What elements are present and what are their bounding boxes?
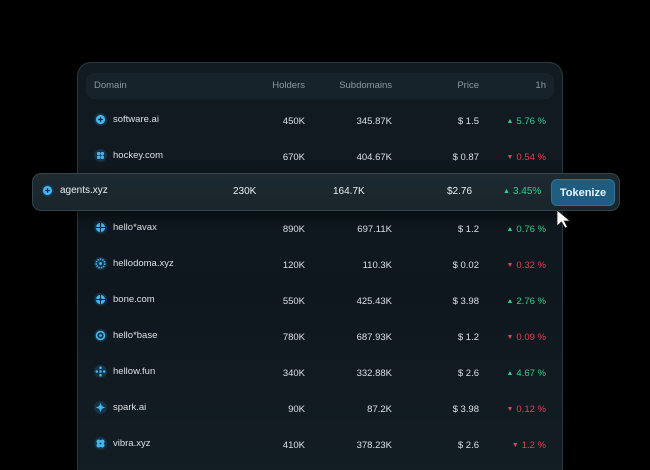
change-1h-cell: ▼ 0.54 % (506, 152, 546, 163)
change-1h-cell: ▼ 1.2 % (511, 440, 546, 451)
domain-cell: hello*base (94, 329, 157, 342)
holders-cell: 90K (288, 404, 305, 415)
holders-cell: 550K (282, 296, 305, 307)
price-cell: $ 1.2 (457, 224, 479, 235)
domain-name[interactable]: hellow.fun (113, 366, 156, 377)
table-row[interactable]: hello*avax 890K 697.11K $ 1.2 ▲ 0.76 % (86, 217, 554, 243)
price-cell: $ 0.87 (452, 152, 479, 163)
price-cell: $ 3.98 (452, 404, 479, 415)
subdomains-cell: 687.93K (356, 332, 392, 343)
dots-cluster-icon (94, 149, 107, 162)
subdomains-cell: 332.88K (356, 368, 392, 379)
domain-name[interactable]: spark.ai (113, 402, 147, 413)
column-header-1h[interactable]: 1h (535, 80, 546, 91)
plus-circle-icon (94, 113, 107, 126)
change-1h-cell: ▲ 0.76 % (506, 224, 546, 235)
trend-down-icon: ▼ (506, 154, 514, 161)
trend-down-icon: ▼ (511, 442, 519, 449)
mouse-cursor-icon (556, 209, 572, 229)
table-row[interactable]: spark.ai 90K 87.2K $ 3.98 ▼ 0.12 % (86, 397, 554, 423)
price-cell: $ 3.98 (452, 296, 479, 307)
change-1h-cell: ▼ 0.32 % (506, 260, 546, 271)
domain-cell: hockey.com (94, 149, 163, 162)
change-1h-cell: ▲ 2.76 % (506, 296, 546, 307)
aperture-icon (94, 293, 107, 306)
trend-down-icon: ▼ (506, 262, 514, 269)
change-1h-cell: ▼ 0.12 % (506, 404, 546, 415)
price-cell: $ 0.02 (452, 260, 479, 271)
domain-name[interactable]: hello*base (113, 330, 158, 341)
holders-cell: 340K (282, 368, 305, 379)
table-row[interactable]: hockey.com 670K 404.67K $ 0.87 ▼ 0.54 % (86, 145, 554, 171)
holders-cell: 230K (233, 186, 257, 197)
domain-name[interactable]: vibra.xyz (113, 438, 151, 449)
holders-cell: 780K (282, 332, 305, 343)
column-header-holders[interactable]: Holders (272, 80, 305, 91)
trend-up-icon: ▲ (503, 188, 510, 195)
dotted-circle-icon (94, 365, 107, 378)
price-cell: $ 1.5 (457, 116, 479, 127)
change-1h-cell: ▲ 4.67 % (506, 368, 546, 379)
domain-cell: spark.ai (94, 401, 146, 414)
cross-dots-icon (94, 221, 107, 234)
plus-circle-icon (41, 184, 54, 197)
domain-name[interactable]: agents.xyz (60, 185, 108, 196)
holders-cell: 890K (282, 224, 305, 235)
holders-cell: 670K (282, 152, 305, 163)
trend-up-icon: ▲ (506, 226, 514, 233)
subdomains-cell: 164.7K (333, 186, 365, 197)
domain-name[interactable]: hellodoma.xyz (113, 258, 174, 269)
table-row[interactable]: vibra.xyz 410K 378.23K $ 2.6 ▼ 1.2 % (86, 433, 554, 459)
trend-up-icon: ▲ (506, 298, 514, 305)
price-cell: $2.76 (447, 186, 473, 197)
table-row[interactable]: software.ai 450K 345.87K $ 1.5 ▲ 5.76 % (86, 109, 554, 135)
change-1h-cell: ▲ 5.76 % (506, 116, 546, 127)
table-header: Domain Holders Subdomains Price 1h (86, 73, 554, 99)
domain-cell: hello*avax (94, 221, 157, 234)
domain-cell: software.ai (94, 113, 159, 126)
column-header-subdomains[interactable]: Subdomains (339, 80, 392, 91)
price-cell: $ 1.2 (457, 332, 479, 343)
table-row[interactable]: bone.com 550K 425.43K $ 3.98 ▲ 2.76 % (86, 289, 554, 315)
flower-icon (94, 437, 107, 450)
domain-name[interactable]: software.ai (113, 114, 159, 125)
trend-up-icon: ▲ (506, 370, 514, 377)
column-header-domain[interactable]: Domain (94, 80, 127, 91)
domain-cell: hellow.fun (94, 365, 155, 378)
domain-name[interactable]: hockey.com (113, 150, 163, 161)
subdomains-cell: 345.87K (356, 116, 392, 127)
domains-table-panel: Domain Holders Subdomains Price 1h softw… (77, 62, 563, 470)
trend-up-icon: ▲ (506, 118, 514, 125)
table-row[interactable]: hellow.fun 340K 332.88K $ 2.6 ▲ 4.67 % (86, 361, 554, 387)
spark-icon (94, 401, 107, 414)
domain-cell: hellodoma.xyz (94, 257, 174, 270)
gear-icon (94, 257, 107, 270)
tokenize-button[interactable]: Tokenize (551, 179, 615, 206)
table-row[interactable]: hellodoma.xyz 120K 110.3K $ 0.02 ▼ 0.32 % (86, 253, 554, 279)
price-cell: $ 2.6 (457, 440, 479, 451)
change-1h-cell: ▼ 0.09 % (506, 332, 546, 343)
trend-down-icon: ▼ (506, 334, 514, 341)
domain-cell: bone.com (94, 293, 155, 306)
table-row[interactable]: hello*base 780K 687.93K $ 1.2 ▼ 0.09 % (86, 325, 554, 351)
subdomains-cell: 87.2K (367, 404, 392, 415)
column-header-price[interactable]: Price (457, 80, 479, 91)
domain-cell: agents.xyz (41, 184, 108, 197)
price-cell: $ 2.6 (457, 368, 479, 379)
subdomains-cell: 697.11K (357, 224, 392, 235)
ring-icon (94, 329, 107, 342)
holders-cell: 120K (282, 260, 305, 271)
subdomains-cell: 378.23K (356, 440, 392, 451)
highlighted-table-row[interactable]: agents.xyz 230K 164.7K $2.76 ▲ 3.45% Toke… (32, 173, 620, 211)
domain-name[interactable]: hello*avax (113, 222, 157, 233)
domain-cell: vibra.xyz (94, 437, 150, 450)
change-1h-cell: ▲ 3.45% (503, 186, 542, 197)
subdomains-cell: 404.67K (356, 152, 392, 163)
subdomains-cell: 110.3K (362, 260, 392, 271)
subdomains-cell: 425.43K (356, 296, 392, 307)
trend-down-icon: ▼ (506, 406, 514, 413)
domain-name[interactable]: bone.com (113, 294, 155, 305)
holders-cell: 450K (282, 116, 305, 127)
holders-cell: 410K (282, 440, 305, 451)
